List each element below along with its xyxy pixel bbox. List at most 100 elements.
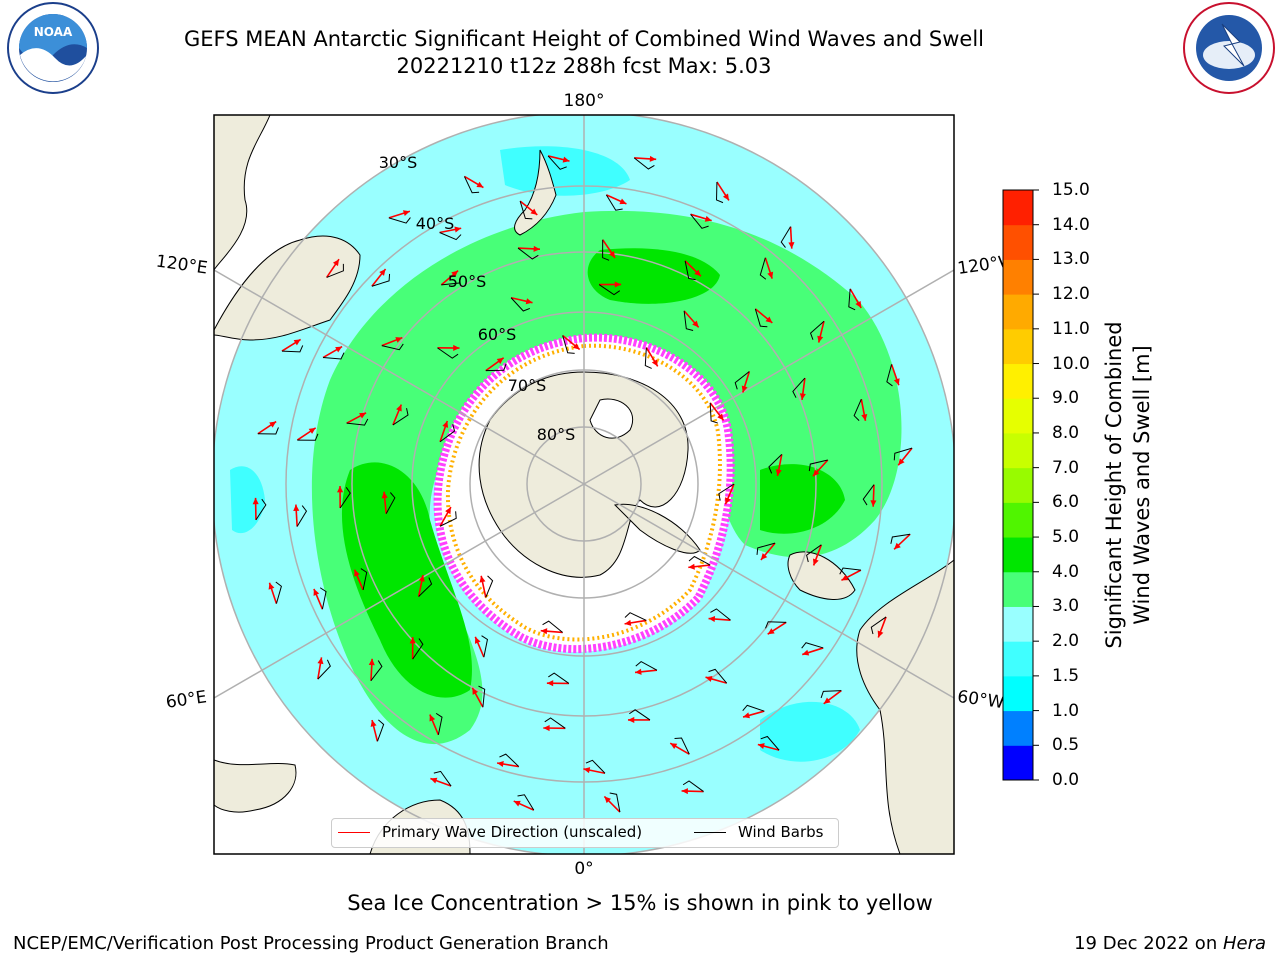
wind-barbs [255,155,913,813]
wind-barb [734,371,750,390]
wave-direction-arrowhead [379,268,386,276]
legend-wave-direction-swatch [338,832,370,833]
wind-barb [339,487,351,509]
wind-barb [839,567,861,575]
wave-direction-arrowhead [704,215,712,222]
wind-barb [848,288,856,311]
legend-wind-barbs-label: Wind Barbs [738,823,824,841]
wind-barb [709,402,718,424]
wave-direction-arrowhead [708,615,716,623]
wave-direction-arrowhead [870,500,877,507]
colorbar-segment [1003,675,1033,712]
wave-direction-arrowhead [474,636,481,644]
wave-direction-arrowhead [717,413,724,421]
wave-direction-arrowhead [354,569,360,577]
map-frame [213,114,955,855]
longitude-graticule [214,115,954,854]
wind-barb [633,157,655,170]
wave-direction-arrowhead [614,281,622,288]
wind-barb [376,719,385,742]
wave-direction-arrowhead [525,298,533,305]
wave-direction-arrowhead [562,156,570,163]
wind-barb [435,712,443,735]
footer-date: 19 Dec 2022 on Hera [1074,933,1266,954]
wind-barb [319,587,327,610]
wave-direction-arrowhead [619,198,627,205]
wave-direction-arrowhead [402,210,410,217]
wave-direction-arrowhead [627,716,635,724]
colorbar-tick-label: 2.0 [1052,631,1080,652]
wave-direction-arrowhead [313,588,320,596]
wave-direction-arrowhead [533,245,540,252]
wind-barb [853,398,862,421]
colorbar-tick-label: 8.0 [1052,422,1080,443]
colorbar-tick-label: 12.0 [1052,284,1090,305]
wave-direction-arrowhead [530,208,538,215]
colorbar-segment [1003,571,1033,607]
nws-logo [1183,2,1275,94]
wave-direction-arrowhead [823,697,831,704]
wave-direction-arrowhead [681,788,688,795]
wind-barb [585,759,606,774]
colorbar-tick-label: 0.0 [1052,770,1080,790]
wind-barb [765,621,787,629]
wave-direction-arrowhead [741,385,748,393]
wind-barb [870,616,887,635]
wind-barb [708,668,728,684]
lat-label-30s: 30°S [379,153,418,172]
wave-direction-arrowhead [453,344,460,352]
colorbar-tick-label: 5.0 [1052,527,1080,548]
lat-label-60s: 60°S [478,325,517,344]
wind-barb [562,335,575,354]
wind-barb [893,447,913,461]
wave-direction-arrowhead [479,575,486,583]
wave-direction-arrowhead [812,469,820,477]
wind-barb [609,792,621,813]
wave-direction-arrowhead [802,649,810,656]
colorbar-tick-label: 10.0 [1052,353,1090,374]
wave-direction-arrowhead [293,339,301,346]
wind-barb [629,709,651,721]
footer-host: Hera [1222,933,1266,954]
wind-barb [542,620,563,633]
wave-direction-arrowhead [430,777,438,784]
wave-direction-arrowhead [670,743,678,749]
wave-direction-arrowhead [725,497,731,505]
wind-barb [510,297,530,312]
wave-direction-arrowhead [765,316,773,323]
wave-direction-arrowhead [855,300,862,308]
wind-barb [499,753,520,767]
wind-barb [326,263,344,278]
chart-subtitle-run: 20221210 t12z 288h fcst Max: 5.03 [396,54,772,78]
colorbar-segment [1003,398,1033,434]
primary-wave-direction-arrows [252,155,913,813]
wave-direction-arrowhead [268,582,275,590]
wave-direction-arrowhead [332,259,339,267]
colorbar-tick-label: 15.0 [1052,180,1090,200]
wind-barb [754,308,768,328]
colorbar-segment [1003,363,1033,399]
wave-direction-arrowhead [817,335,824,343]
wave-direction-arrowhead [335,346,343,353]
wind-barb [275,581,282,604]
colorbar-segment [1003,537,1033,573]
wave-direction-arrowhead [429,714,436,722]
wave-direction-arrowhead [651,359,658,367]
wind-barb [439,424,456,443]
wind-barb [257,427,279,435]
colorbar-segment [1003,502,1033,538]
legend-wind-barbs-swatch [694,832,726,833]
wind-barb [808,459,828,472]
wave-direction-arrowhead [788,242,795,249]
wave-direction-arrowhead [861,414,868,421]
wave-direction-arrowhead [546,680,554,687]
footer-credit: NCEP/EMC/Verification Post Processing Pr… [13,933,609,954]
wave-direction-arrowhead [767,628,775,635]
wave-direction-arrowhead [472,687,479,695]
wind-barb [517,247,539,260]
wave-direction-arrowhead [812,558,819,566]
wave-direction-arrowhead [722,193,729,201]
lat-label-70s: 70°S [508,376,547,395]
wave-direction-arrowhead [381,491,388,499]
